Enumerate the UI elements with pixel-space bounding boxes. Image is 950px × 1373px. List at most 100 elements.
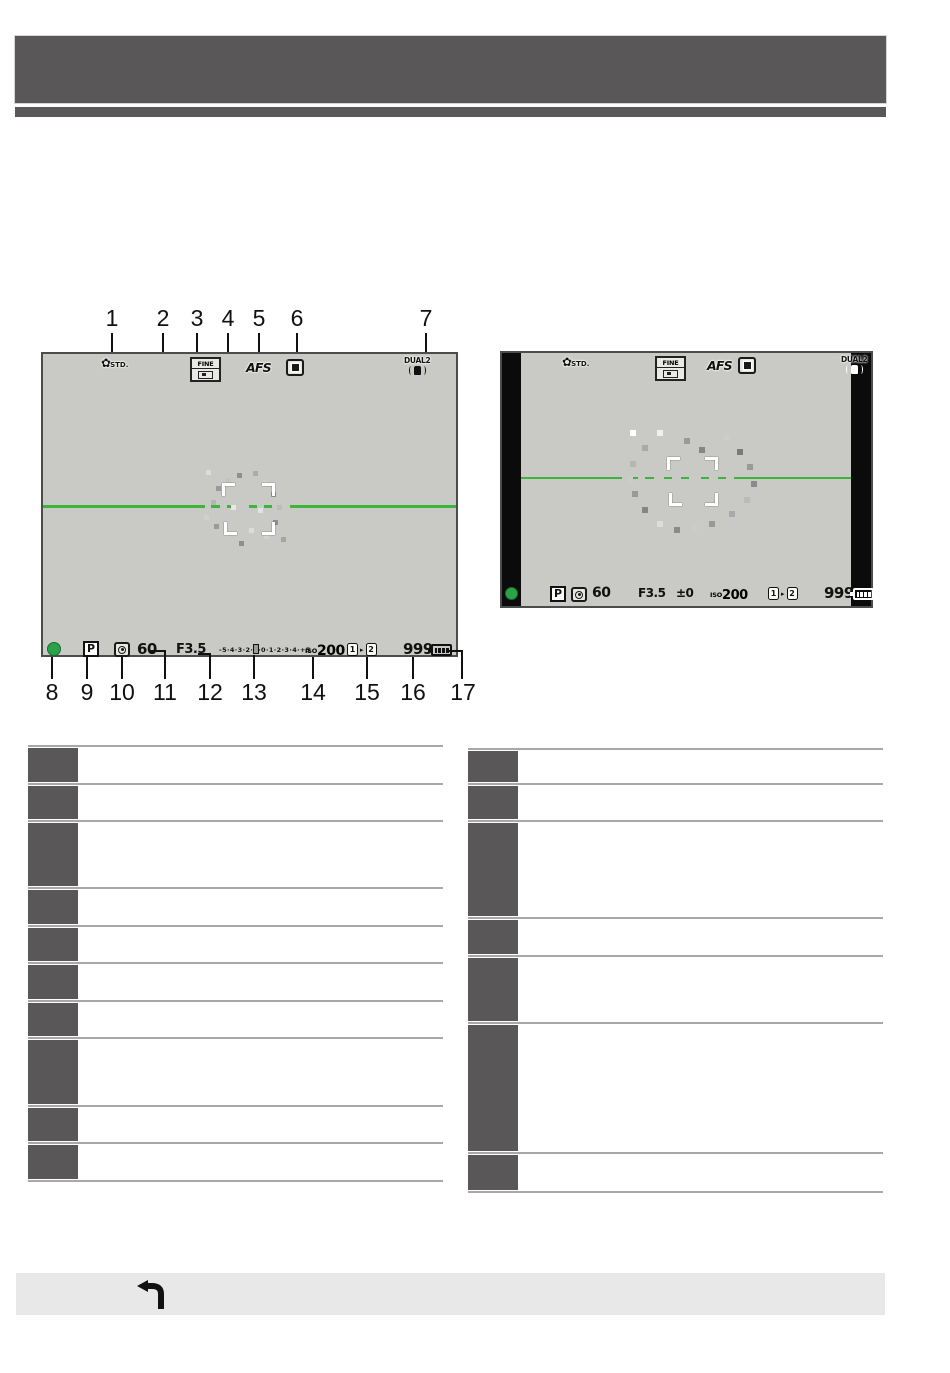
leader-line (258, 333, 260, 357)
legend-number-cell (468, 823, 518, 916)
leader-line (51, 657, 53, 679)
subject-blur-pixels (630, 430, 636, 436)
legend-table-right (468, 748, 883, 1193)
callout-number: 15 (354, 679, 380, 705)
card-slot-indicator: 1 ▸ 2 (768, 587, 798, 600)
card1-icon: 1 (768, 587, 779, 600)
callout-number: 8 (45, 679, 59, 705)
leader-line (111, 333, 113, 357)
legend-number-cell (28, 786, 78, 819)
photo-style-icon: ✿ STD. (562, 356, 589, 368)
leader-line (412, 657, 414, 679)
card2-icon: 2 (786, 587, 798, 600)
leader-line (198, 653, 211, 655)
exposure-meter-scale: -5·4·3·2·1·0·1·2·3·4·+5 (219, 644, 311, 654)
callout-number: 2 (156, 305, 170, 331)
return-icon (135, 1280, 169, 1314)
callout-number: 12 (197, 679, 223, 705)
iso-indicator: ISO200 (305, 642, 345, 660)
subject-blur-pixels (206, 470, 211, 475)
legend-number-cell (468, 1025, 518, 1151)
legend-number-cell (28, 748, 78, 782)
legend-number-cell (28, 1003, 78, 1036)
af-frame-corner (705, 457, 718, 470)
legend-number-cell (28, 1040, 78, 1104)
callout-number: 6 (290, 305, 304, 331)
legend-row (468, 822, 883, 919)
monitor-screen-figure: ✿ STD. FINE AFS DUAL2 P 60 F3.5 -5·4 (41, 352, 458, 660)
focus-mode-label: AFS (246, 360, 272, 375)
exposure-cursor (253, 644, 259, 654)
mode-icon: P (83, 641, 99, 657)
legend-number-cell (468, 958, 518, 1021)
viewfinder-black-bar-right (851, 353, 871, 606)
callout-number: 10 (109, 679, 135, 705)
leader-line (296, 333, 298, 357)
legend-number-cell (468, 1155, 518, 1190)
level-gauge-line (211, 505, 220, 508)
level-gauge-line (43, 505, 205, 508)
legend-number-cell (28, 965, 78, 999)
card-arrow-icon: ▸ (781, 589, 785, 598)
level-gauge-line (718, 477, 726, 479)
legend-row (28, 927, 443, 964)
legend-row (28, 889, 443, 927)
remaining-shots-value: 999 (824, 584, 854, 602)
legend-number-cell (28, 1145, 78, 1179)
level-gauge-line (701, 477, 709, 479)
leader-line (150, 650, 166, 652)
card-arrow-icon: ▸ (360, 645, 364, 654)
iso-label: ISO (710, 591, 723, 599)
quality-label: FINE (192, 359, 219, 369)
iso-label: ISO (305, 647, 318, 655)
legend-row (28, 1144, 443, 1182)
card-slot-indicator: 1 ▸ 2 (347, 643, 377, 656)
legend-row (28, 964, 443, 1002)
af-area-mode-icon (286, 359, 304, 376)
legend-row (28, 1039, 443, 1107)
leader-line (86, 657, 88, 679)
leader-line (366, 657, 368, 679)
callout-number: 5 (252, 305, 266, 331)
aperture-value: F3.5 (638, 586, 666, 600)
level-gauge-line (629, 477, 638, 479)
remaining-shots-value: 999 (403, 640, 433, 658)
stabilizer-label: DUAL2 (404, 356, 431, 365)
legend-row (28, 822, 443, 889)
shutter-speed-value: 60 (137, 640, 157, 658)
legend-row (28, 1107, 443, 1144)
leader-line (209, 653, 211, 679)
iso-indicator: ISO200 (710, 586, 748, 604)
legend-row (468, 1024, 883, 1154)
quality-label: FINE (657, 358, 684, 368)
legend-row (468, 919, 883, 957)
metering-mode-icon (114, 642, 130, 657)
leader-line (121, 657, 123, 679)
viewfinder-screen-figure: ✿ STD. FINE AFS DUAL2 P 60 F3.5 ±0 ISO200 (500, 351, 874, 608)
callout-number: 9 (80, 679, 94, 705)
callout-number: 3 (190, 305, 204, 331)
callout-number: 1 (105, 305, 119, 331)
callout-number: 11 (153, 679, 177, 705)
legend-row (468, 750, 883, 785)
legend-number-cell (468, 786, 518, 819)
focus-indicator (47, 642, 61, 656)
return-arrow-svg (137, 1280, 164, 1309)
iso-value: 200 (317, 643, 345, 659)
battery-icon (850, 588, 874, 600)
level-gauge-line (264, 505, 272, 508)
af-frame-corner (669, 493, 682, 506)
af-frame-corner (262, 483, 275, 496)
quality-aspect-icon: FINE (190, 357, 221, 382)
legend-number-cell (28, 928, 78, 961)
legend-row (28, 1002, 443, 1039)
card1-icon: 1 (347, 643, 358, 656)
callout-number: 13 (241, 679, 267, 705)
mode-icon: P (550, 586, 566, 602)
stabilizer-icon: DUAL2 (841, 355, 868, 374)
af-frame-corner (262, 522, 275, 535)
photo-style-icon: ✿ STD. (101, 357, 128, 369)
legend-table-left (28, 745, 443, 1182)
leader-line (196, 333, 198, 357)
